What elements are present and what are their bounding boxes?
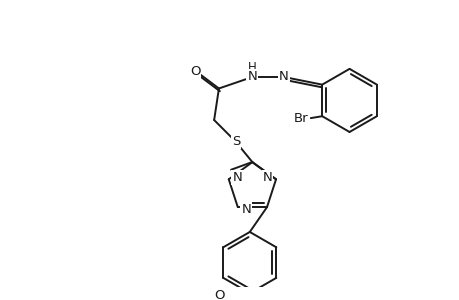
Text: N: N xyxy=(232,171,242,184)
Text: N: N xyxy=(247,70,257,83)
Text: O: O xyxy=(190,65,200,78)
Text: S: S xyxy=(231,135,240,148)
Text: H: H xyxy=(247,61,256,74)
Text: N: N xyxy=(262,171,272,184)
Text: O: O xyxy=(213,289,224,300)
Text: N: N xyxy=(241,202,251,215)
Text: N: N xyxy=(279,70,288,83)
Text: Br: Br xyxy=(293,112,308,124)
